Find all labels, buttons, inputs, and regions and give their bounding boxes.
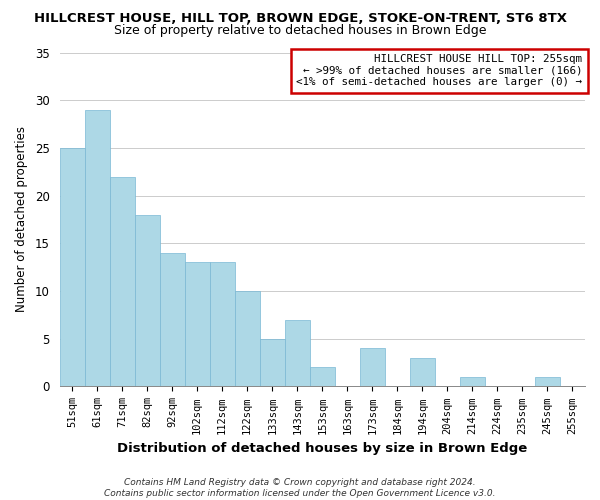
Text: Contains HM Land Registry data © Crown copyright and database right 2024.
Contai: Contains HM Land Registry data © Crown c… [104, 478, 496, 498]
Text: Size of property relative to detached houses in Brown Edge: Size of property relative to detached ho… [114, 24, 486, 37]
Bar [209, 262, 235, 386]
Bar [59, 148, 85, 386]
Bar [360, 348, 385, 387]
Bar [260, 338, 285, 386]
Bar [460, 377, 485, 386]
Text: HILLCREST HOUSE HILL TOP: 255sqm
← >99% of detached houses are smaller (166)
<1%: HILLCREST HOUSE HILL TOP: 255sqm ← >99% … [296, 54, 583, 88]
Bar [410, 358, 435, 386]
Bar [310, 368, 335, 386]
Bar [185, 262, 209, 386]
Y-axis label: Number of detached properties: Number of detached properties [15, 126, 28, 312]
Bar [535, 377, 560, 386]
Bar [110, 176, 134, 386]
X-axis label: Distribution of detached houses by size in Brown Edge: Distribution of detached houses by size … [117, 442, 527, 455]
Bar [160, 253, 185, 386]
Text: HILLCREST HOUSE, HILL TOP, BROWN EDGE, STOKE-ON-TRENT, ST6 8TX: HILLCREST HOUSE, HILL TOP, BROWN EDGE, S… [34, 12, 566, 26]
Bar [235, 291, 260, 386]
Bar [134, 214, 160, 386]
Bar [285, 320, 310, 386]
Bar [85, 110, 110, 386]
